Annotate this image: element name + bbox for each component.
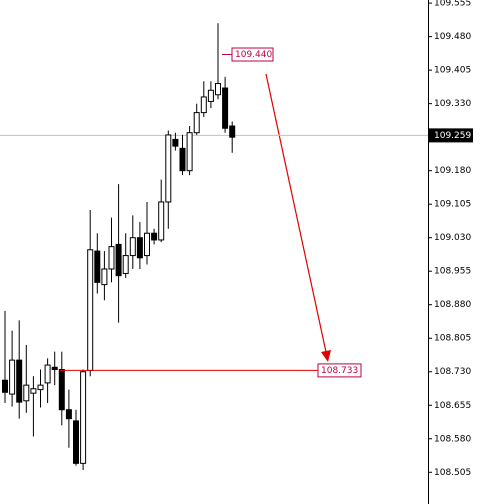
candle-body [65,409,72,420]
y-tick-label: 109.180 [434,166,471,176]
y-tick-label: 108.730 [434,367,471,377]
candle-body [58,369,65,411]
y-tick-label: 108.505 [434,468,471,478]
y-tick-label: 108.580 [434,434,471,444]
candle-body [30,388,37,394]
candle-body [51,366,58,371]
candle-body [73,420,79,464]
candle-body [44,364,51,384]
level-tag [317,363,362,378]
candle-body [23,384,30,402]
y-tick-label: 109.480 [434,32,471,42]
level-tag [231,47,274,62]
candle-body [229,125,236,138]
current-price-tag [429,128,473,143]
y-tick-label: 109.405 [434,66,471,76]
current-price-label: 109.259 [434,131,471,141]
candle-body [136,237,143,259]
candle-body [87,249,94,371]
level-label: 108.733 [321,366,358,376]
candle-body [207,89,214,102]
candle-body [158,201,165,241]
candle-body [101,268,108,286]
candle-body [16,359,23,403]
candle-body [144,232,150,257]
candle-body [200,96,207,114]
candle-body [165,134,172,203]
candle-body [9,359,16,395]
y-tick-label: 108.805 [434,334,471,344]
candle-body [80,371,87,464]
candle-body [151,232,158,241]
trend-arrow-line [265,73,327,353]
candle-body [222,87,229,129]
candle-body [37,384,44,391]
y-tick-label: 109.555 [434,0,471,9]
candle-body [172,138,179,147]
candle-body [94,250,101,283]
candle-body [186,132,193,172]
candle-body [2,379,8,393]
candle-body [122,255,129,274]
candle-body [129,237,136,257]
candle-body [108,246,115,270]
y-tick-label: 109.030 [434,233,471,243]
trend-arrow-head [321,350,331,362]
candle-body [115,243,122,277]
y-tick-label: 108.955 [434,267,471,277]
candle-body [215,83,221,96]
level-label: 109.440 [235,50,272,60]
y-tick-label: 108.880 [434,300,471,310]
y-tick-label: 109.330 [434,99,471,109]
candle-body [179,147,186,172]
candle-body [193,112,200,134]
y-tick-label: 109.105 [434,200,471,210]
y-tick-label: 108.655 [434,401,471,411]
